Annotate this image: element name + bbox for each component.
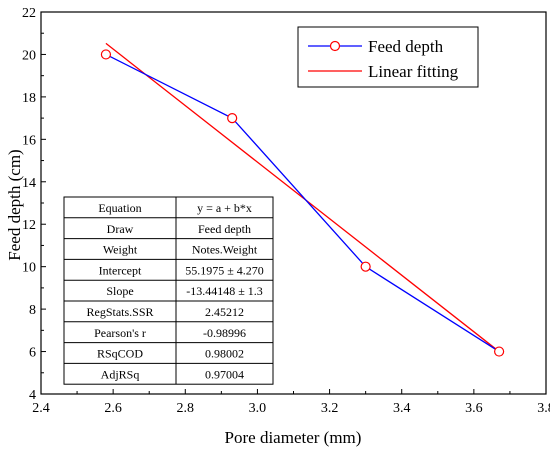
fit-table: Equation y = a + b*x Draw Feed depth Weight N… — [63, 196, 274, 385]
y-tick-label: 8 — [29, 303, 36, 318]
fit-table-param: Intercept — [99, 263, 142, 277]
legend-label-linear-fitting: Linear fitting — [368, 62, 459, 81]
fit-table-value: -13.44148 ± 1.3 — [186, 284, 263, 298]
fit-table-param: Weight — [103, 243, 138, 257]
y-tick-label: 20 — [22, 48, 36, 63]
fit-table-value: Feed depth — [198, 222, 251, 236]
y-tick-label: 22 — [22, 6, 36, 21]
fit-table-value: 0.97004 — [205, 367, 244, 381]
fit-table-value: 2.45212 — [205, 305, 244, 319]
fit-table-param: AdjRSq — [101, 367, 140, 381]
fit-table-param: Draw — [107, 222, 134, 236]
x-tick-label: 2.8 — [177, 401, 195, 416]
fit-table-value: 0.98002 — [205, 347, 244, 361]
y-tick-label: 10 — [22, 261, 36, 276]
fit-table-param: RSqCOD — [97, 347, 143, 361]
y-tick-label: 12 — [22, 218, 36, 233]
y-axis-title: Feed depth (cm) — [5, 149, 24, 260]
data-point — [100, 49, 112, 60]
fit-table-param: Pearson's r — [94, 326, 146, 340]
x-tick-label: 3.6 — [465, 401, 483, 416]
x-ticks: 2.4 2.6 2.8 3.0 3.2 3.4 3.6 3.8 — [32, 389, 550, 416]
data-point — [494, 346, 505, 357]
x-axis-title: Pore diameter (mm) — [225, 428, 362, 447]
y-tick-label: 18 — [22, 91, 36, 106]
x-tick-label: 3.8 — [537, 401, 550, 416]
data-point — [227, 113, 238, 124]
fit-table-value: y = a + b*x — [197, 201, 252, 215]
series-line-feed-depth — [105, 53, 500, 353]
y-ticks: 4 6 8 10 12 14 16 18 20 22 — [22, 6, 46, 403]
x-tick-label: 3.2 — [321, 401, 339, 416]
x-tick-label: 3.0 — [249, 401, 267, 416]
fit-table-value: Notes.Weight — [192, 243, 258, 257]
x-tick-label: 2.4 — [32, 401, 50, 416]
series-line-linear-fitting — [105, 42, 500, 353]
x-tick-label: 3.4 — [393, 401, 411, 416]
legend: Feed depth Linear fitting — [297, 26, 479, 88]
series-layer — [100, 42, 505, 357]
y-tick-label: 6 — [29, 346, 36, 361]
fit-table-param: RegStats.SSR — [86, 305, 153, 319]
y-tick-label: 14 — [22, 176, 36, 191]
data-point — [360, 261, 371, 272]
fit-table-box — [63, 196, 274, 385]
y-tick-label: 16 — [22, 133, 36, 148]
fit-table-value: -0.98996 — [203, 326, 246, 340]
fit-table-value: 55.1975 ± 4.270 — [185, 263, 264, 277]
legend-box — [297, 26, 479, 88]
x-tick-label: 2.6 — [104, 401, 122, 416]
fit-table-param: Equation — [98, 201, 141, 215]
fit-table-param: Slope — [106, 284, 133, 298]
y-tick-label: 4 — [29, 388, 36, 403]
legend-marker-feed-depth — [329, 40, 341, 52]
legend-label-feed-depth: Feed depth — [368, 37, 444, 56]
